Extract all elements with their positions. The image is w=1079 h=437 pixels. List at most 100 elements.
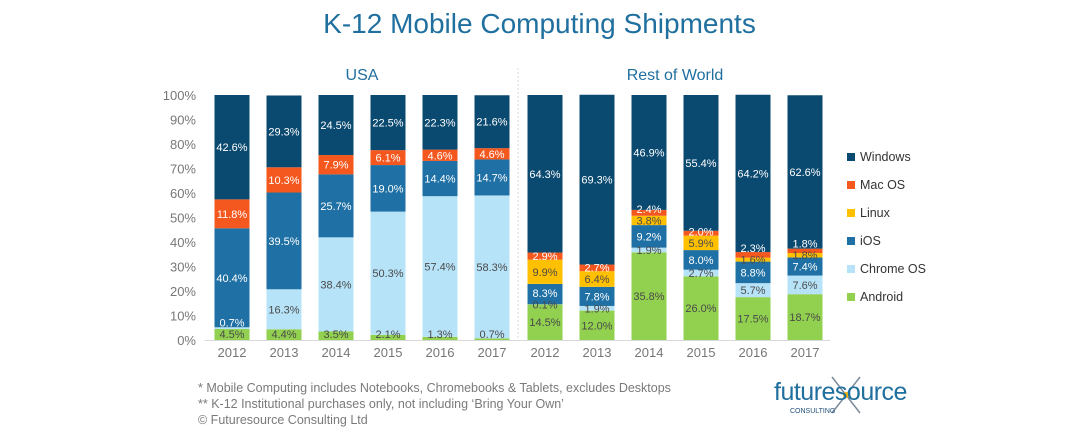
x-tick-label: 2017 bbox=[791, 345, 820, 360]
data-label: 8.0% bbox=[688, 255, 713, 267]
data-label: 29.3% bbox=[268, 126, 299, 138]
bar-segment-mac-os bbox=[787, 248, 823, 254]
bar-segment-mac-os bbox=[527, 252, 563, 260]
bar-segment-android bbox=[631, 252, 667, 340]
x-tick-label: 2012 bbox=[218, 345, 247, 360]
bar-segment-mac-os bbox=[214, 199, 250, 229]
bar-segment-mac-os bbox=[579, 264, 615, 272]
data-label: 19.0% bbox=[372, 183, 403, 195]
data-label: 50.3% bbox=[372, 268, 403, 280]
bar-segment-chrome-os bbox=[318, 237, 354, 332]
x-tick-label: 2014 bbox=[322, 345, 351, 360]
data-label: 26.0% bbox=[685, 303, 716, 315]
bar-segment-ios bbox=[683, 250, 719, 270]
bar-segment-linux bbox=[631, 215, 667, 226]
bar-segment-mac-os bbox=[735, 252, 771, 258]
y-tick-label: 40% bbox=[170, 235, 196, 250]
data-label: 1.3% bbox=[427, 329, 452, 341]
bar-segment-ios bbox=[422, 160, 458, 197]
data-label: 6.4% bbox=[584, 274, 609, 286]
bar-segment-android bbox=[422, 336, 458, 340]
logo-text: futuresource bbox=[774, 378, 907, 406]
bar-segment-android bbox=[787, 294, 823, 340]
futuresource-logo: futuresource CONSULTING bbox=[774, 378, 907, 415]
bar-segment-ios bbox=[579, 286, 615, 306]
legend-swatch bbox=[847, 293, 855, 301]
data-label: 3.5% bbox=[323, 329, 348, 341]
bar-segment-chrome-os bbox=[370, 211, 406, 335]
data-label: 10.3% bbox=[268, 175, 299, 187]
bar-segment-windows bbox=[422, 95, 458, 150]
data-label: 5.9% bbox=[688, 238, 713, 250]
x-tick-label: 2012 bbox=[531, 345, 560, 360]
logo-star-icon bbox=[843, 392, 849, 398]
data-label: 24.5% bbox=[320, 120, 351, 132]
x-tick-label: 2014 bbox=[635, 345, 664, 360]
bar-segment-chrome-os bbox=[735, 283, 771, 298]
bar-segment-chrome-os bbox=[422, 196, 458, 337]
data-label: 21.6% bbox=[476, 117, 507, 129]
legend-item: Chrome OS bbox=[860, 262, 926, 276]
data-label: 14.5% bbox=[529, 317, 560, 329]
bar-segment-chrome-os bbox=[266, 289, 302, 330]
group-label: Rest of World bbox=[627, 67, 724, 84]
legend-item: Linux bbox=[860, 206, 891, 220]
data-label: 40.4% bbox=[216, 273, 247, 285]
data-label: 2.9% bbox=[532, 251, 557, 263]
y-tick-label: 70% bbox=[170, 162, 196, 177]
bar-segment-android bbox=[735, 297, 771, 340]
bar-segment-ios bbox=[214, 228, 250, 328]
bar-segment-linux bbox=[527, 259, 563, 284]
data-label: 3.8% bbox=[636, 215, 661, 227]
data-label: 62.6% bbox=[789, 167, 820, 179]
bar-segment-ios bbox=[631, 225, 667, 248]
data-label: 2.1% bbox=[375, 329, 400, 341]
legend-swatch bbox=[847, 153, 855, 161]
legend-item: iOS bbox=[860, 234, 881, 248]
data-label: 1.9% bbox=[584, 303, 609, 315]
data-label: 7.4% bbox=[792, 262, 817, 274]
footnote-2: ** K-12 Institutional purchases only, no… bbox=[198, 397, 564, 411]
bar-segment-ios bbox=[370, 165, 406, 212]
bar-segment-windows bbox=[214, 95, 250, 200]
bar-segment-linux bbox=[579, 271, 615, 287]
bar-segment-chrome-os bbox=[474, 195, 510, 339]
data-label: 35.8% bbox=[633, 291, 664, 303]
bar-segment-ios bbox=[527, 283, 563, 305]
bar-segment-linux bbox=[735, 257, 771, 262]
legend-item: Windows bbox=[860, 150, 911, 164]
bar-segment-windows bbox=[318, 95, 354, 156]
data-label: 9.2% bbox=[636, 231, 661, 243]
bar-segment-android bbox=[474, 338, 510, 340]
bar-segment-linux bbox=[787, 253, 823, 258]
data-label: 4.6% bbox=[427, 150, 452, 162]
data-label: 1.8% bbox=[792, 239, 817, 251]
data-label: 46.9% bbox=[633, 147, 664, 159]
data-label: 22.5% bbox=[372, 118, 403, 130]
group-label: USA bbox=[346, 67, 379, 84]
data-label: 64.3% bbox=[529, 169, 560, 181]
bar-segment-mac-os bbox=[318, 155, 354, 175]
bar-segment-windows bbox=[735, 94, 771, 253]
x-tick-label: 2013 bbox=[583, 345, 612, 360]
data-label: 0.7% bbox=[219, 318, 244, 330]
bar-segment-ios bbox=[474, 159, 510, 196]
data-label: 25.7% bbox=[320, 201, 351, 213]
data-label: 2.3% bbox=[740, 243, 765, 255]
bar-segment-chrome-os bbox=[631, 247, 667, 253]
bar-segment-chrome-os bbox=[579, 305, 615, 311]
bar-segment-ios bbox=[266, 192, 302, 290]
data-label: 64.2% bbox=[737, 168, 768, 180]
bar-segment-mac-os bbox=[422, 149, 458, 161]
bar-segment-mac-os bbox=[683, 230, 719, 236]
bar-segment-android bbox=[266, 329, 302, 340]
bar-segment-mac-os bbox=[266, 167, 302, 193]
x-tick-label: 2015 bbox=[687, 345, 716, 360]
bar-segment-mac-os bbox=[474, 148, 510, 160]
data-label: 0.1% bbox=[532, 299, 557, 311]
data-label: 0.7% bbox=[479, 329, 504, 341]
data-label: 22.3% bbox=[424, 117, 455, 129]
x-tick-label: 2013 bbox=[270, 345, 299, 360]
